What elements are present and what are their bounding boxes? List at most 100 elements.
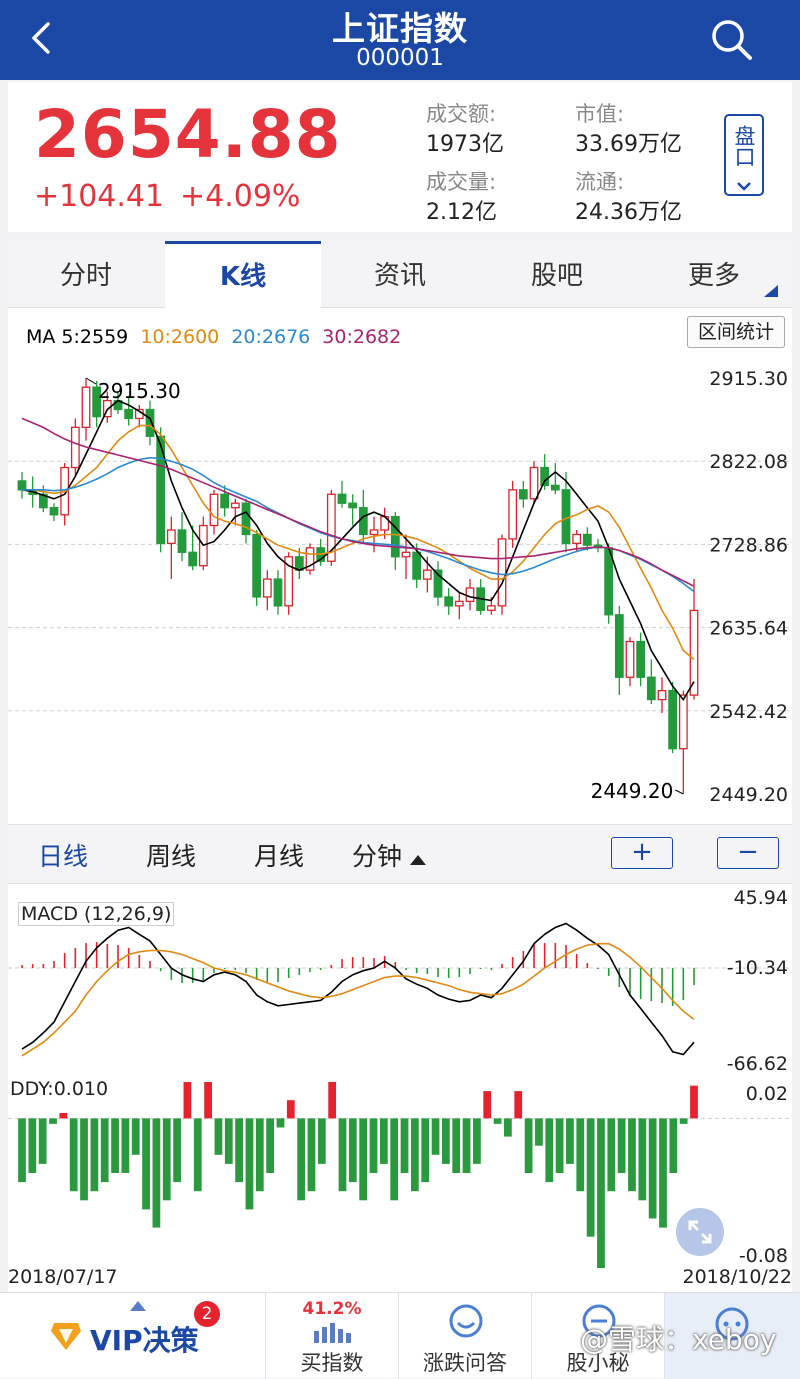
ddy-bar	[338, 1118, 347, 1192]
low-marker	[675, 789, 684, 795]
search-icon[interactable]	[706, 14, 756, 64]
vip-decision-button[interactable]: VIP决策 2	[0, 1293, 266, 1379]
ma10-legend: 10:2600	[140, 326, 220, 348]
candle-body	[678, 694, 688, 750]
zoom-out-button[interactable]: −	[717, 837, 779, 869]
fullscreen-button[interactable]	[676, 1208, 724, 1256]
candle-body	[124, 408, 134, 420]
ddy-bar	[638, 1118, 647, 1201]
candle-body	[230, 502, 240, 509]
pankou-label: 盘口	[732, 125, 756, 167]
y-tick-label: 2822.08	[709, 451, 788, 473]
tab-forum[interactable]: 股吧	[530, 261, 583, 291]
ddy-bar	[679, 1118, 688, 1124]
macd-params: (12,26,9)	[84, 903, 172, 925]
candle-body	[348, 502, 358, 509]
ddy-bar	[173, 1118, 181, 1183]
ddy-bar	[49, 1118, 57, 1124]
ddy-bar	[245, 1118, 254, 1210]
candle-body	[81, 386, 91, 429]
candle-body	[582, 533, 592, 546]
ddy-bar	[162, 1118, 171, 1201]
back-arrow-icon[interactable]	[22, 18, 62, 58]
tab-fenshi[interactable]: 分时	[59, 261, 112, 291]
ddy-bar	[669, 1118, 678, 1173]
period-daily[interactable]: 日线	[38, 842, 89, 871]
more-menu-button[interactable]	[665, 1293, 800, 1379]
period-weekly[interactable]: 周线	[146, 842, 197, 871]
triangle-up-icon	[130, 1301, 146, 1311]
candle-body	[209, 493, 219, 527]
low-annotation: 2449.20	[591, 779, 674, 803]
tab-news[interactable]: 资讯	[373, 261, 426, 291]
ddy-bar	[28, 1118, 37, 1173]
buy-index-pct: 41.2%	[302, 1299, 362, 1319]
candle-body	[166, 529, 176, 545]
candle-body	[508, 489, 518, 540]
kline-panel: MA 5:2559 10:2600 20:2676 30:2682 区间统计 2…	[8, 308, 792, 1292]
vip-diamond-icon	[51, 1323, 81, 1350]
qa-label: 涨跌问答	[423, 1351, 507, 1375]
ddy-bar	[379, 1118, 388, 1164]
assistant-button[interactable]: 股小秘	[532, 1293, 665, 1379]
tab-kline[interactable]: K线	[165, 241, 321, 308]
candle-body	[252, 533, 262, 598]
ddy-bar	[224, 1118, 233, 1164]
ddy-bar	[38, 1118, 47, 1164]
price-change-pct: +4.09%	[180, 179, 301, 214]
ddy-bar	[462, 1118, 471, 1173]
ddy-bar	[359, 1118, 368, 1201]
buy-index-label: 买指数	[300, 1351, 364, 1375]
candle-body	[177, 529, 187, 553]
ddy-bar	[483, 1091, 492, 1119]
period-monthly[interactable]: 月线	[254, 842, 305, 871]
expand-icon	[688, 1220, 712, 1244]
y-tick-label: 2542.42	[709, 701, 788, 723]
ddy-bar	[69, 1118, 78, 1192]
ddy-bar	[204, 1082, 212, 1119]
ddy-bar	[535, 1118, 543, 1146]
chart-tabs: 分时 K线 资讯 股吧 更多	[8, 241, 792, 308]
candle-body	[465, 587, 475, 603]
candle-body	[497, 538, 507, 607]
y-tick-label: 2915.30	[709, 368, 788, 390]
vip-label: VIP决策	[90, 1324, 199, 1357]
range-stats-button[interactable]: 区间统计	[687, 316, 785, 348]
more-dots-icon	[715, 1307, 749, 1341]
ma-legend: MA 5:2559 10:2600 20:2676 30:2682	[26, 326, 407, 348]
tab-more[interactable]: 更多	[687, 261, 740, 291]
zoom-in-button[interactable]: +	[611, 837, 673, 869]
pankou-button[interactable]: 盘口	[724, 114, 764, 196]
price-change: +104.41	[34, 179, 165, 214]
market-cap-value: 33.69万亿	[575, 132, 682, 157]
y-tick-label: 2449.20	[709, 784, 788, 806]
candle-body	[636, 640, 646, 678]
ddy-bar	[555, 1118, 564, 1173]
qa-button[interactable]: 涨跌问答	[399, 1293, 532, 1379]
high-marker	[85, 377, 97, 385]
buy-index-button[interactable]: 41.2% 买指数	[266, 1293, 399, 1379]
macd-tick-label: -10.34	[727, 957, 788, 979]
more-triangle-icon	[764, 285, 778, 297]
candle-body	[401, 551, 411, 558]
macd-dea-line	[21, 942, 695, 1057]
ma30-legend: 30:2682	[322, 326, 402, 348]
ddy-bar	[152, 1118, 161, 1228]
candle-body	[262, 578, 272, 598]
candle-body	[561, 489, 571, 545]
ddy-bar	[421, 1118, 430, 1183]
macd-label: MACD (12,26,9)	[18, 902, 175, 926]
ddy-bar	[193, 1118, 202, 1192]
ddy-bar	[442, 1118, 450, 1164]
candle-body	[188, 551, 198, 567]
candle-body	[657, 689, 667, 701]
period-minute[interactable]: 分钟	[352, 837, 426, 873]
ddy-bar	[607, 1118, 616, 1192]
macd-chart: 45.94 -10.34 -66.62	[8, 887, 792, 1074]
assistant-label: 股小秘	[566, 1351, 630, 1375]
ddy-bar	[524, 1118, 533, 1173]
candle-body	[668, 689, 678, 750]
candle-body	[145, 408, 155, 437]
ma20-line	[22, 456, 695, 593]
ma5-legend: MA 5:2559	[26, 326, 129, 348]
